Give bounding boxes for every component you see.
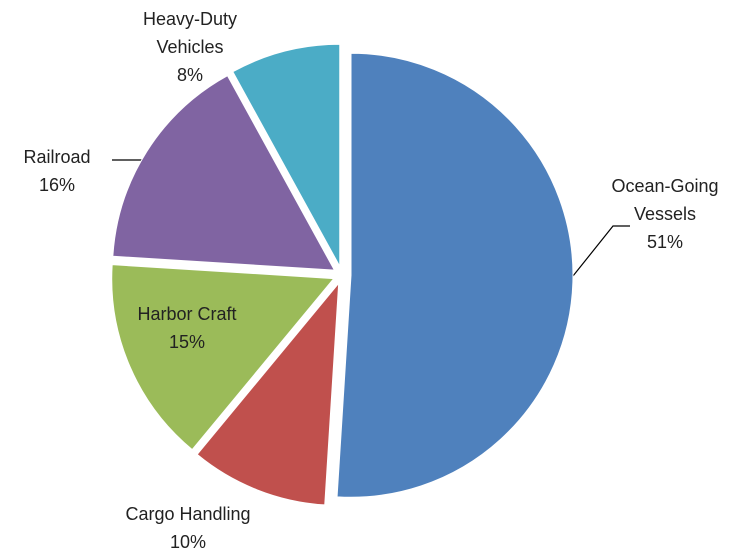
slice-percent: 16% [38, 175, 76, 195]
slice-label: Ocean-Going Vessels 51% [595, 172, 735, 256]
slice-percent: 15% [168, 332, 206, 352]
slice-name: Harbor Craft [137, 304, 237, 324]
slice-label: Railroad 16% [2, 143, 112, 199]
slice-name: Heavy-Duty Vehicles [142, 9, 238, 57]
slice-label: Harbor Craft 15% [112, 300, 262, 356]
pie-slice [111, 264, 335, 451]
slice-percent: 8% [176, 65, 203, 85]
slice-name: Ocean-Going Vessels [611, 176, 719, 224]
slice-name: Cargo Handling [125, 504, 251, 524]
pie-slice [232, 43, 341, 267]
slice-name: Railroad [23, 147, 91, 167]
slice-percent: 51% [646, 232, 684, 252]
pie-slice [336, 52, 574, 498]
slice-label: Heavy-Duty Vehicles 8% [130, 5, 250, 89]
pie-slice [112, 74, 336, 271]
leader-line [564, 225, 630, 287]
slice-percent: 10% [169, 532, 207, 552]
slice-label: Cargo Handling 10% [88, 500, 288, 556]
pie-slice [196, 281, 340, 506]
